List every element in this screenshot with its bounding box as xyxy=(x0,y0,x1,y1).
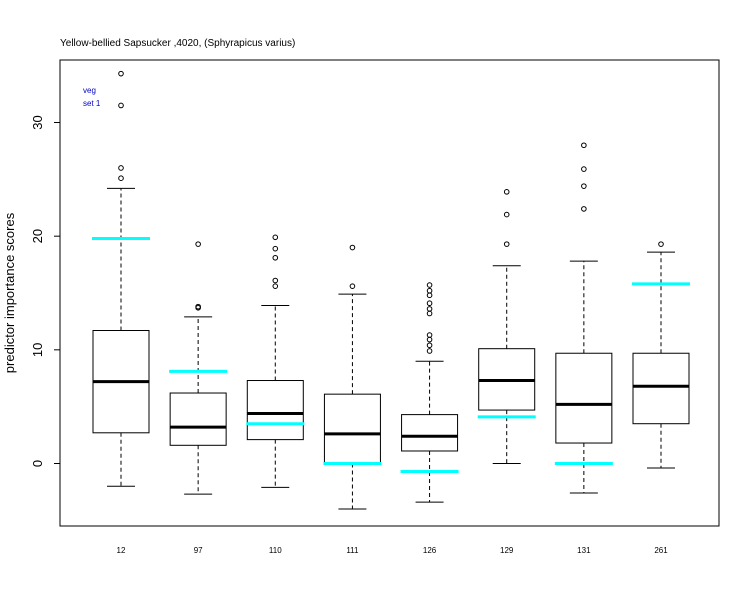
x-tick-label: 12 xyxy=(117,546,126,555)
outlier-point xyxy=(118,102,124,109)
iqr-box xyxy=(323,393,381,464)
box-group xyxy=(632,241,690,469)
x-tick-label: 111 xyxy=(346,546,359,555)
outlier-point xyxy=(426,332,433,338)
x-tick-label: 131 xyxy=(577,546,591,555)
x-tick-label: 129 xyxy=(500,546,514,555)
outlier-point xyxy=(503,189,510,195)
legend-line-1: veg xyxy=(83,86,96,95)
plot-frame xyxy=(59,59,720,527)
outlier-point xyxy=(503,211,510,218)
outlier-point xyxy=(272,254,279,261)
outlier-point xyxy=(272,245,279,252)
chart-title: Yellow-bellied Sapsucker ,4020, (Sphyrap… xyxy=(60,38,295,49)
outlier-point xyxy=(581,166,587,172)
y-axis-label: predictor importance scores xyxy=(2,212,17,373)
outlier-point xyxy=(426,348,433,354)
outlier-point xyxy=(272,234,279,241)
y-tick-label: 10 xyxy=(30,343,45,357)
box-group xyxy=(169,241,228,495)
box-group xyxy=(400,282,459,503)
boxes-layer xyxy=(92,70,690,510)
y-tick-label: 20 xyxy=(30,229,45,243)
outlier-point xyxy=(426,292,433,299)
outlier-point xyxy=(581,183,587,189)
box-group xyxy=(323,244,382,510)
outlier-point xyxy=(426,282,433,288)
outlier-point xyxy=(581,206,587,212)
iqr-box xyxy=(246,380,304,441)
y-tick-label: 0 xyxy=(30,460,45,467)
x-tick-label: 126 xyxy=(423,546,437,555)
outlier-point xyxy=(195,241,201,247)
x-tick-label: 110 xyxy=(269,546,282,555)
outlier-point xyxy=(658,241,664,247)
iqr-box xyxy=(169,392,227,446)
outlier-point xyxy=(349,283,356,289)
outlier-point xyxy=(426,342,433,349)
outlier-point xyxy=(272,283,279,289)
outlier-point xyxy=(503,241,510,247)
outlier-point xyxy=(118,175,124,182)
iqr-box xyxy=(555,352,613,444)
x-tick-label: 261 xyxy=(654,546,668,555)
outlier-point xyxy=(426,287,433,294)
box-group xyxy=(92,70,150,487)
iqr-box xyxy=(401,414,459,452)
y-tick-label: 30 xyxy=(30,115,45,129)
outlier-point xyxy=(426,310,433,317)
x-axis-tick-labels: 12 97 110 111 126 129 131 261 xyxy=(117,546,669,555)
outlier-point xyxy=(118,165,124,171)
outlier-point xyxy=(118,70,124,77)
outlier-point xyxy=(349,244,356,251)
outlier-point xyxy=(426,306,433,312)
outlier-point xyxy=(195,303,201,310)
y-axis: 0 10 20 30 xyxy=(30,115,60,467)
outlier-point xyxy=(426,336,433,343)
box-group xyxy=(246,234,305,488)
iqr-box xyxy=(632,352,690,425)
x-tick-label: 97 xyxy=(194,546,203,555)
box-group xyxy=(477,189,536,464)
outlier-point xyxy=(272,277,279,284)
legend-line-2: set 1 xyxy=(83,99,101,108)
outlier-point xyxy=(426,300,433,307)
outlier-point xyxy=(581,142,587,149)
box-group xyxy=(554,142,613,494)
